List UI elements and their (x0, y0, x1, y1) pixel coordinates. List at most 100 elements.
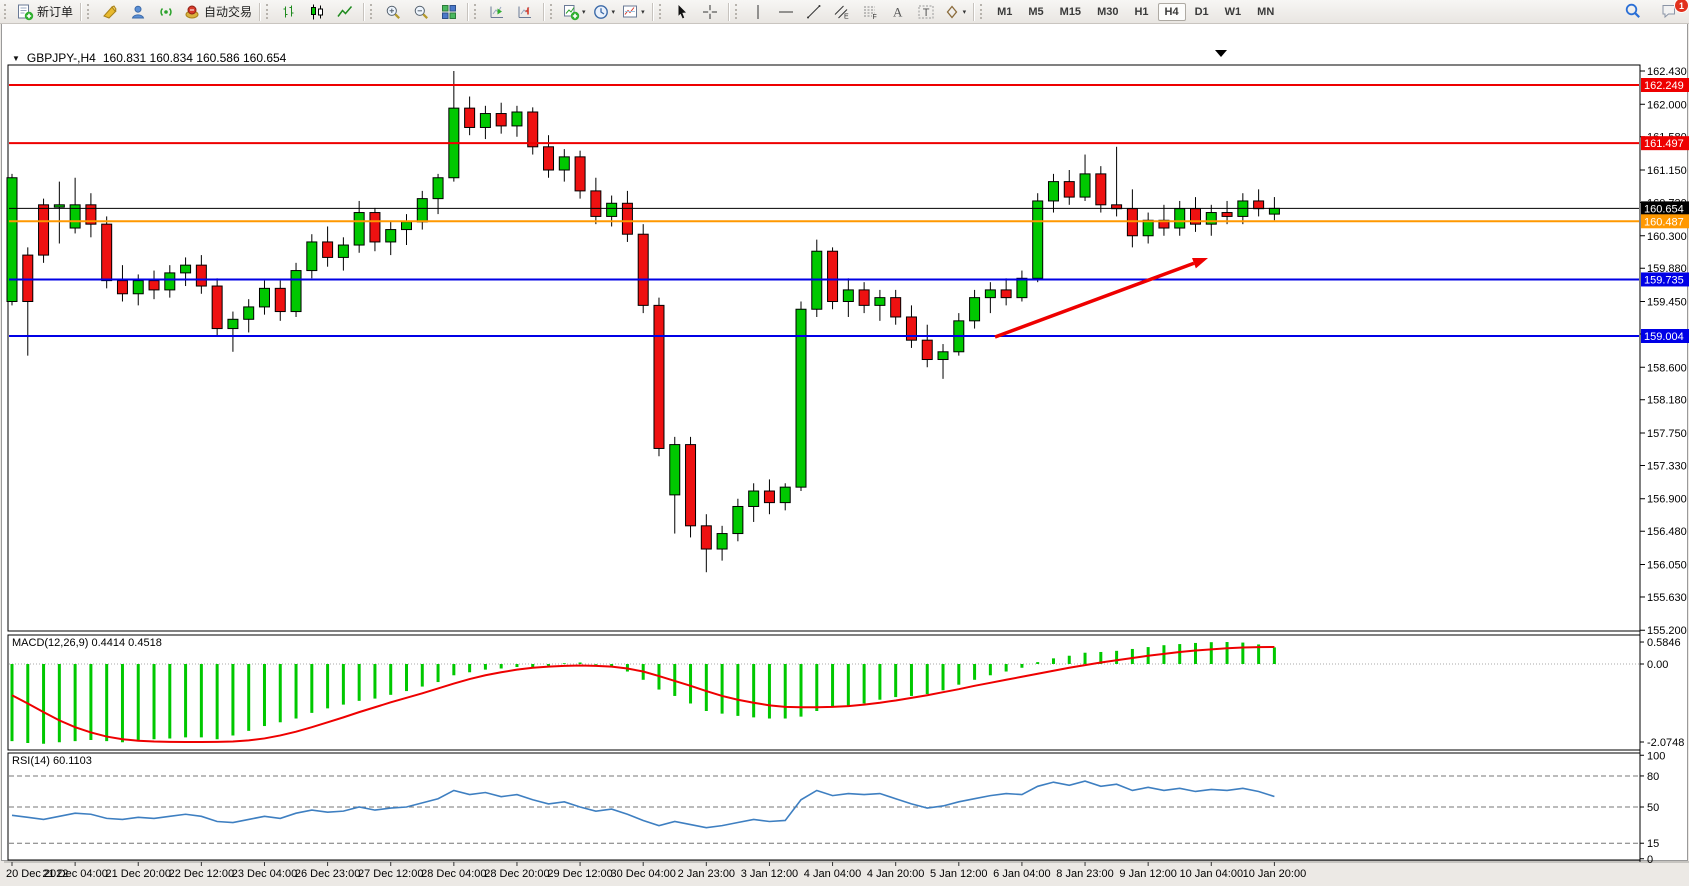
candlestick-chart-button[interactable] (303, 1, 331, 23)
fibonacci-button[interactable]: F (856, 1, 884, 23)
candle-down (464, 107, 476, 128)
price-tick-label: 158.600 (1647, 362, 1687, 374)
new-order-button[interactable]: 新订单 (13, 1, 76, 23)
price-panel (7, 64, 1641, 632)
dropdown-caret-icon[interactable]: ▾ (582, 8, 586, 16)
toolbar-group-pointer (655, 1, 726, 23)
bar-chart-button[interactable] (275, 1, 303, 23)
text-button[interactable]: A (884, 1, 912, 23)
price-tick-label: 161.150 (1647, 165, 1687, 177)
candle-up (969, 297, 981, 322)
rsi-tick-label: 0 (1647, 854, 1653, 866)
candle-up (1142, 219, 1154, 237)
price-tag-label: 159.004 (1644, 331, 1684, 343)
dropdown-caret-icon[interactable]: ▾ (641, 8, 645, 16)
candle-up (6, 177, 18, 303)
toolbar-separator (727, 2, 729, 21)
timeframe-button-m15[interactable]: M15 (1059, 5, 1082, 18)
templates-button[interactable]: ▾ (618, 1, 648, 23)
equidistant-channel-button[interactable]: E (828, 1, 856, 23)
time-tick-label: 6 Jan 04:00 (993, 868, 1051, 880)
timeframe-button-m30[interactable]: M30 (1097, 5, 1119, 18)
fibonacci-icon: F (863, 6, 876, 21)
candle-down (543, 146, 555, 171)
ohlc-toggle-icon[interactable]: ▼ (12, 53, 20, 63)
vertical-line-button[interactable] (744, 1, 772, 23)
chart-shift-button[interactable] (511, 1, 539, 23)
time-tick-label: 5 Jan 12:00 (930, 868, 988, 880)
candle-down (22, 254, 34, 303)
market-icon (103, 4, 117, 19)
trendline-button[interactable] (800, 1, 828, 23)
zoom-in-button[interactable] (379, 1, 407, 23)
dropdown-caret-icon[interactable]: ▾ (962, 8, 967, 16)
chart-canvas[interactable]: 162.430162.000161.580161.150160.730160.3… (2, 24, 1689, 886)
timeframe-button-m1[interactable]: M1 (997, 5, 1013, 18)
horizontal-line-button[interactable] (772, 1, 800, 23)
svg-text:A: A (893, 4, 903, 19)
rsi-tick-label: 15 (1647, 838, 1659, 850)
time-tick-label: 2 Jan 23:00 (678, 868, 736, 880)
candle-down (1063, 181, 1075, 198)
timeframe-button-mn[interactable]: MN (1257, 5, 1275, 18)
candle-down (637, 233, 649, 306)
tile-windows-button[interactable] (435, 1, 463, 23)
candle-up (937, 351, 949, 361)
chart-title-bar: ▼ GBPJPY-,H4 160.831 160.834 160.586 160… (12, 51, 286, 65)
text-label-button[interactable]: T (912, 1, 940, 23)
search-button[interactable] (1619, 0, 1647, 22)
periods-icon (593, 4, 608, 19)
cursor-button[interactable] (668, 1, 696, 23)
timeframe-button-m5[interactable]: M5 (1028, 5, 1044, 18)
time-tick-label: 22 Dec 12:00 (169, 868, 234, 880)
candle-up (732, 505, 744, 535)
candle-down (38, 204, 50, 256)
shapes-button[interactable]: ▾ (940, 1, 970, 23)
toolbar-grip (87, 4, 92, 19)
zoom-out-button[interactable] (407, 1, 435, 23)
macd-signal-line (11, 646, 1275, 744)
macd-tick-label: 0.00 (1647, 659, 1668, 671)
dropdown-caret-icon[interactable]: ▾ (611, 8, 616, 16)
market-button[interactable] (96, 1, 124, 23)
indicators-button[interactable]: ▾ (559, 1, 589, 23)
trend-arrow-object[interactable] (994, 258, 1208, 339)
time-tick-label: 10 Jan 04:00 (1179, 868, 1243, 880)
chart-shift-marker[interactable] (1215, 50, 1227, 57)
periods-button[interactable]: ▾ (589, 1, 619, 23)
auto-scroll-button[interactable] (483, 1, 511, 23)
toolbar-grip (474, 4, 479, 19)
candle-down (274, 287, 286, 313)
candle-up (842, 289, 854, 303)
notifications-button[interactable]: 1 (1655, 0, 1689, 22)
candle-down (101, 223, 113, 282)
candle-down (1253, 200, 1265, 210)
candle-down (1095, 173, 1107, 206)
chart-window[interactable]: 162.430162.000161.580161.150160.730160.3… (1, 23, 1689, 880)
time-tick-label: 27 Dec 12:00 (358, 868, 423, 880)
timeframe-button-h4[interactable]: H4 (1157, 2, 1186, 21)
signals-button[interactable] (152, 1, 180, 23)
profile-button[interactable] (124, 1, 152, 23)
toolbar-separator (363, 2, 365, 21)
candle-down (827, 250, 839, 303)
macd-axis[interactable]: 0.5846 0.00 -2.0748 (1640, 637, 1684, 749)
cursor-icon (678, 4, 686, 18)
candle-up (164, 272, 176, 291)
candle-down (85, 204, 97, 225)
line-chart-button[interactable] (331, 1, 359, 23)
rsi-axis[interactable]: 100 80 50 15 0 (1640, 750, 1665, 866)
candle-up (53, 204, 65, 208)
time-tick-label: 23 Dec 04:00 (232, 868, 297, 880)
new-order-icon (18, 4, 34, 20)
crosshair-button[interactable] (696, 1, 724, 23)
rsi-tick-label: 80 (1647, 771, 1659, 783)
timeframe-button-h1[interactable]: H1 (1134, 5, 1149, 18)
zoom-out-icon (414, 5, 429, 19)
candle-down (211, 285, 223, 330)
autotrading-button[interactable]: 自动交易 (180, 1, 255, 23)
timeframe-button-d1[interactable]: D1 (1194, 5, 1209, 18)
price-axis[interactable]: 162.430162.000161.580161.150160.730160.3… (1640, 66, 1687, 637)
timeframe-button-w1[interactable]: W1 (1224, 5, 1242, 18)
